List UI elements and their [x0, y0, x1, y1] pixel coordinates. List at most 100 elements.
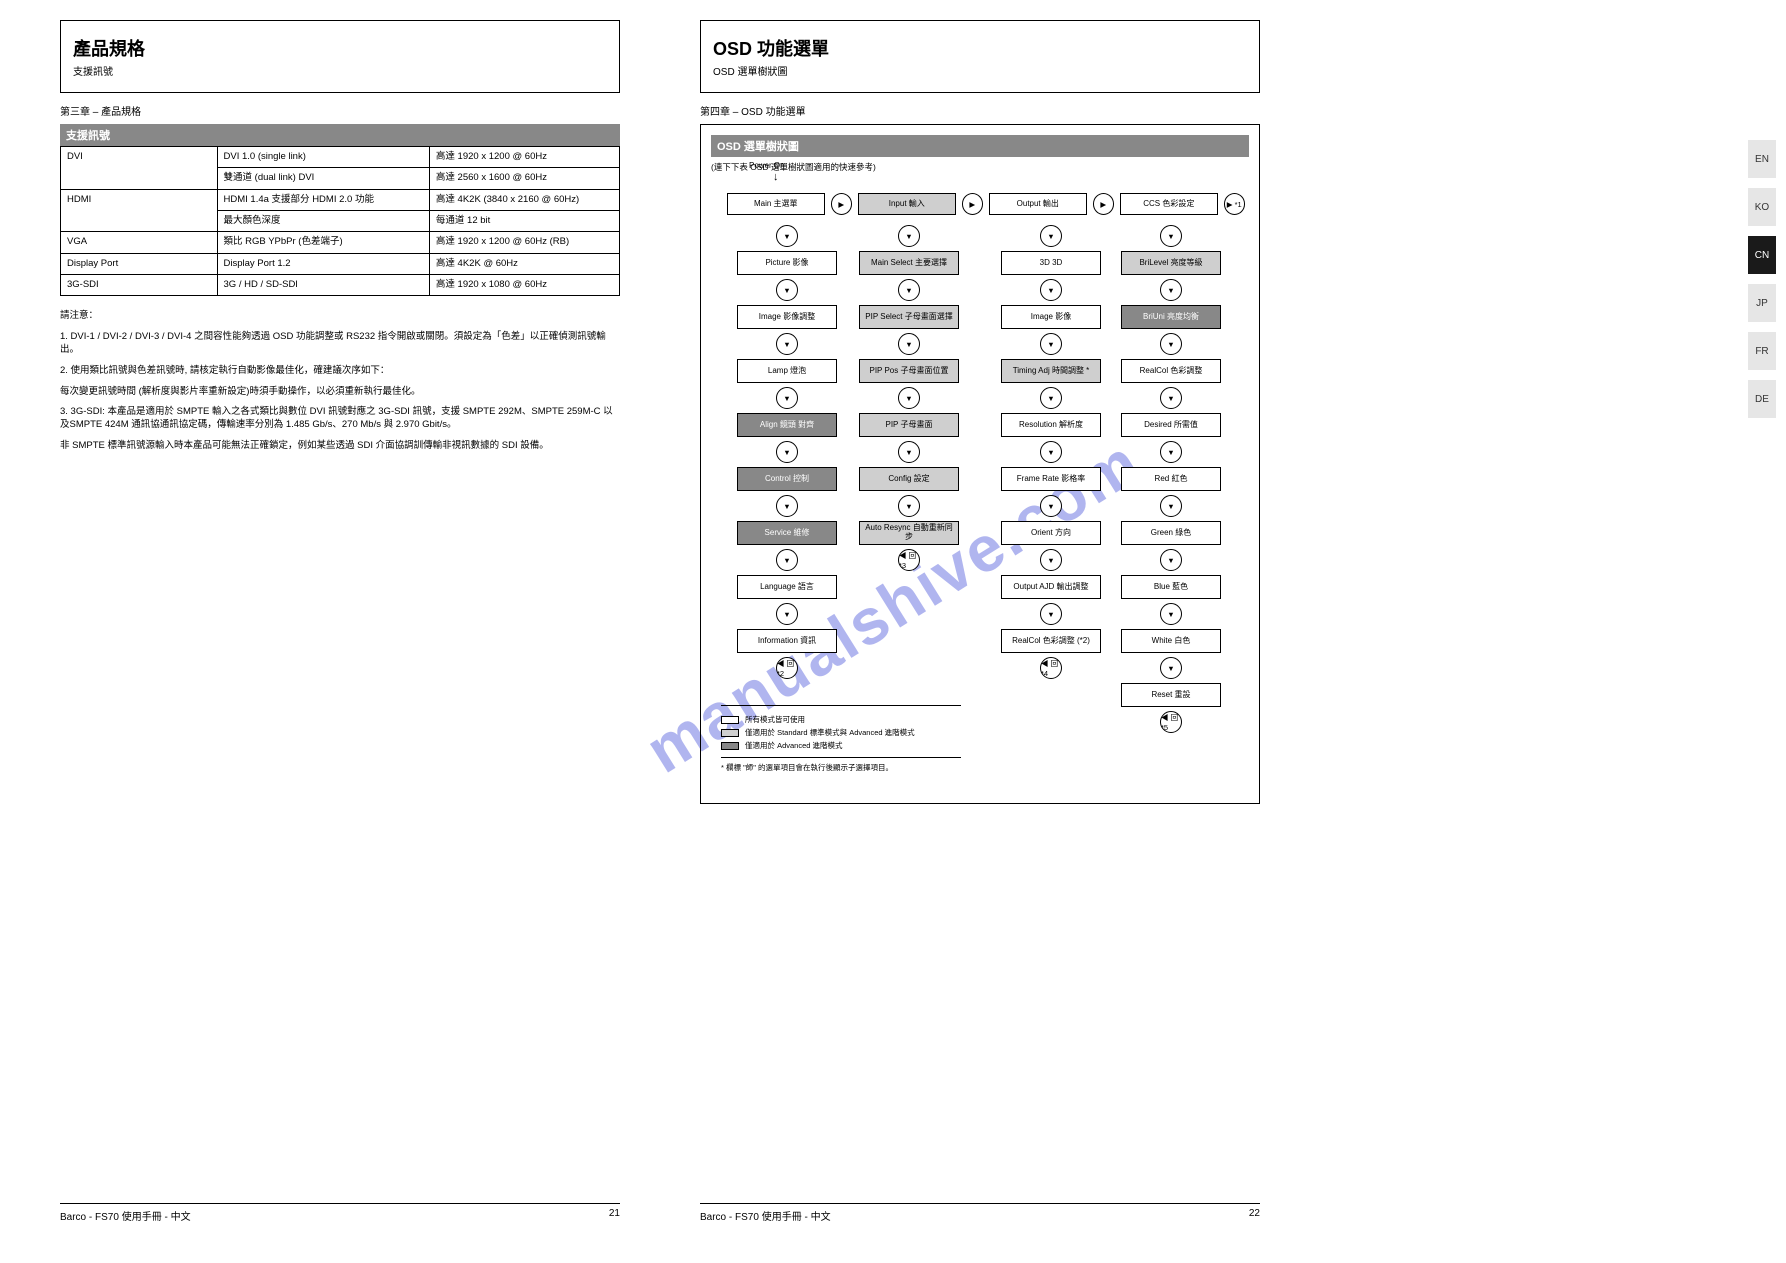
flow-connector: ▼: [1160, 441, 1182, 463]
flow-connector: ▶: [962, 193, 983, 215]
flow-node: PIP 子母畫面: [859, 413, 959, 437]
footer-right: Barco - FS70 使用手冊 - 中文 22: [700, 1203, 1260, 1223]
flow-connector: ▼: [1160, 387, 1182, 409]
flow-node: PIP Select 子母畫面選擇: [859, 305, 959, 329]
flow-node: Image 影像: [1001, 305, 1101, 329]
flow-connector: ▼: [1040, 225, 1062, 247]
left-title-box: 產品規格 支援訊號: [60, 20, 620, 93]
language-sidebar: EN KO CN JP FR DE: [1748, 140, 1776, 418]
power-on-label: Power On: [749, 161, 785, 170]
cell: Display Port: [61, 253, 218, 274]
legend-note: * 欄標 "師" 的選單項目會在執行後顯示子選擇項目。: [721, 757, 961, 773]
left-notes: 請注意： 1. DVI-1 / DVI-2 / DVI-3 / DVI-4 之間…: [60, 310, 620, 453]
cell: 高達 1920 x 1200 @ 60Hz: [429, 147, 619, 168]
note-text: 非 SMPTE 標準訊號源輸入時本產品可能無法正確鎖定，例如某些透過 SDI 介…: [60, 440, 620, 453]
flow-node: CCS 色彩設定: [1120, 193, 1218, 215]
page-left: 產品規格 支援訊號 第三章 – 產品規格 支援訊號 DVI DVI 1.0 (s…: [60, 20, 620, 461]
flow-connector: ▼: [1040, 387, 1062, 409]
page-right: OSD 功能選單 OSD 選單樹狀圖 第四章 – OSD 功能選單 OSD 選單…: [700, 20, 1260, 804]
flow-node: Timing Adj 時間調整 *: [1001, 359, 1101, 383]
language-tab[interactable]: DE: [1748, 380, 1776, 418]
right-title-box: OSD 功能選單 OSD 選單樹狀圖: [700, 20, 1260, 93]
left-title-main: 產品規格: [73, 35, 607, 61]
flow-connector: ◀ 回 *4: [1040, 657, 1062, 679]
flow-column-a: ▼Picture 影像▼Image 影像調整▼Lamp 燈泡▼Align 鏡頭 …: [727, 221, 847, 683]
flow-node: Reset 重設: [1121, 683, 1221, 707]
flow-connector: ▼: [1040, 441, 1062, 463]
cell: 高達 4K2K (3840 x 2160 @ 60Hz): [429, 189, 619, 210]
flow-legend: 所有模式皆可使用 僅適用於 Standard 標準模式與 Advanced 進階…: [721, 705, 961, 773]
flow-connector: ◀ 回 *2: [776, 657, 798, 679]
flow-connector: ▼: [1040, 333, 1062, 355]
flow-node: Green 綠色: [1121, 521, 1221, 545]
left-chapter: 第三章 – 產品規格: [60, 103, 620, 118]
footer-page: 22: [1249, 1208, 1260, 1223]
flow-column-d: ▼BriLevel 亮度等級▼BriUni 亮度均衡▼RealCol 色彩調整▼…: [1111, 221, 1231, 737]
note-text: 3. 3G-SDI: 本產品是適用於 SMPTE 輸入之各式類比與數位 DVI …: [60, 406, 620, 432]
flow-node: Service 維修: [737, 521, 837, 545]
flow-connector: ▼: [776, 603, 798, 625]
right-title-main: OSD 功能選單: [713, 35, 1247, 61]
cell: DVI 1.0 (single link): [217, 147, 429, 168]
language-tab[interactable]: CN: [1748, 236, 1776, 274]
footer-page: 21: [609, 1208, 620, 1223]
flow-connector: ▼: [1160, 279, 1182, 301]
flow-connector: ▼: [776, 333, 798, 355]
flow-node: Auto Resync 自動重新同步: [859, 521, 959, 545]
cell: VGA: [61, 232, 218, 253]
flow-connector: ▼: [898, 441, 920, 463]
cell: 高達 2560 x 1600 @ 60Hz: [429, 168, 619, 189]
legend-row: 僅適用於 Standard 標準模式與 Advanced 進階模式: [721, 727, 961, 738]
flow-connector: ▶: [831, 193, 852, 215]
cell: DVI: [61, 147, 218, 190]
flow-node: Red 紅色: [1121, 467, 1221, 491]
legend-row: 僅適用於 Advanced 進階模式: [721, 740, 961, 751]
flow-connector: ◀ 回 *3: [898, 549, 920, 571]
language-tab[interactable]: EN: [1748, 140, 1776, 178]
flow-node: RealCol 色彩調整: [1121, 359, 1221, 383]
right-title-sub: OSD 選單樹狀圖: [713, 63, 1247, 78]
cell: HDMI 1.4a 支援部分 HDMI 2.0 功能: [217, 189, 429, 210]
language-tab[interactable]: JP: [1748, 284, 1776, 322]
flow-connector: ▼: [776, 387, 798, 409]
table-row: HDMI HDMI 1.4a 支援部分 HDMI 2.0 功能 高達 4K2K …: [61, 189, 620, 210]
legend-text: 僅適用於 Standard 標準模式與 Advanced 進階模式: [745, 727, 915, 738]
note-text: 1. DVI-1 / DVI-2 / DVI-3 / DVI-4 之間容性能夠透…: [60, 331, 620, 357]
table-row: Display Port Display Port 1.2 高達 4K2K @ …: [61, 253, 620, 274]
flow-node: BriUni 亮度均衡: [1121, 305, 1221, 329]
footer-left: Barco - FS70 使用手冊 - 中文 21: [60, 1203, 620, 1223]
flow-node: RealCol 色彩調整 (*2): [1001, 629, 1101, 653]
spec-tbody: DVI DVI 1.0 (single link) 高達 1920 x 1200…: [61, 147, 620, 296]
flow-connector: ▼: [1160, 495, 1182, 517]
flow-node: Main Select 主要選擇: [859, 251, 959, 275]
flow-subtitle: (連下下表 OSD 選單樹狀圖適用的快速參考): [711, 161, 1249, 173]
flow-node: Output 輸出: [989, 193, 1087, 215]
flow-connector: ▼: [898, 387, 920, 409]
flow-node: Desired 所需值: [1121, 413, 1221, 437]
legend-text: 僅適用於 Advanced 進階模式: [745, 740, 843, 751]
flow-header: OSD 選單樹狀圖: [711, 135, 1249, 157]
language-tab[interactable]: KO: [1748, 188, 1776, 226]
note-text: 每次變更訊號時間 (解析度與影片率重新設定)時須手動操作，以必須重新執行最佳化。: [60, 386, 620, 399]
flow-connector: ▼: [898, 279, 920, 301]
flow-connector: ▼: [1160, 603, 1182, 625]
table-row: DVI DVI 1.0 (single link) 高達 1920 x 1200…: [61, 147, 620, 168]
footer-text: Barco - FS70 使用手冊 - 中文: [60, 1208, 191, 1223]
flow-connector: ▼: [776, 279, 798, 301]
flow-connector: ▼: [898, 495, 920, 517]
right-chapter: 第四章 – OSD 功能選單: [700, 103, 1260, 118]
flow-node: Language 語言: [737, 575, 837, 599]
flow-node: Input 輸入: [858, 193, 956, 215]
flow-node: Align 鏡頭 對齊: [737, 413, 837, 437]
cell: 類比 RGB YPbPr (色差端子): [217, 232, 429, 253]
flow-node: 3D 3D: [1001, 251, 1101, 275]
flow-column-b: ▼ Main Select 主要選擇 ▼ PIP Select 子母畫面選擇 ▼ PIP …: [849, 221, 969, 575]
flow-node: Main 主選單: [727, 193, 825, 215]
legend-text: 所有模式皆可使用: [745, 714, 805, 725]
flow-column-c: ▼3D 3D▼Image 影像▼Timing Adj 時間調整 *▼Resolu…: [991, 221, 1111, 683]
flow-connector: ▼: [1040, 603, 1062, 625]
flow-connector: ▼: [1040, 495, 1062, 517]
cell: Display Port 1.2: [217, 253, 429, 274]
legend-swatch-icon: [721, 716, 739, 724]
language-tab[interactable]: FR: [1748, 332, 1776, 370]
